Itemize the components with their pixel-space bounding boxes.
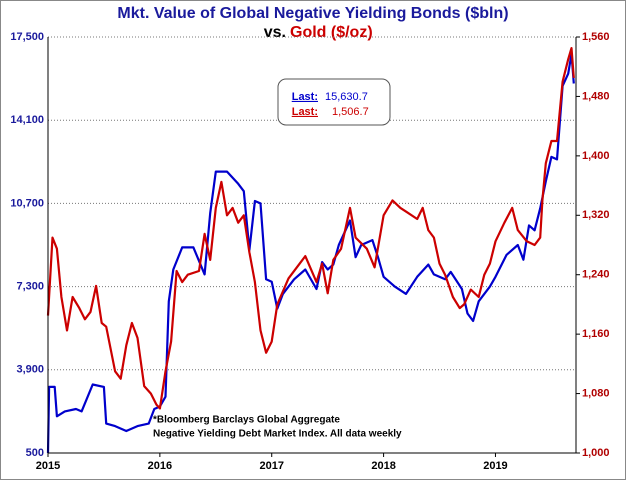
y2-tick-label: 1,160 [582, 328, 610, 340]
series-line [46, 47, 575, 410]
x-tick-label: 2015 [36, 460, 60, 472]
y2-tick-label: 1,240 [582, 269, 610, 281]
subtitle-lead: vs. [264, 24, 286, 41]
last-label: Last: [292, 106, 318, 118]
last-box [277, 78, 391, 126]
y2-tick-label: 1,080 [582, 387, 610, 399]
chart-title: Mkt. Value of Global Negative Yielding B… [117, 5, 508, 22]
x-tick-label: 2018 [371, 460, 395, 472]
x-tick-label: 2017 [259, 460, 283, 472]
y2-tick-label: 1,320 [582, 209, 610, 221]
y2-tick-label: 1,400 [582, 150, 610, 162]
y2-tick-label: 1,000 [582, 447, 610, 459]
y-tick-label: 500 [26, 447, 44, 459]
y-tick-label: 7,300 [16, 281, 44, 293]
series-line [46, 53, 575, 454]
last-label: Last: [292, 91, 318, 103]
y-tick-label: 3,900 [16, 364, 44, 376]
subtitle: Gold ($/oz) [290, 24, 373, 41]
y-tick-label: 10,700 [10, 197, 44, 209]
y-tick-label: 14,100 [10, 114, 44, 126]
last-value: 1,506.7 [332, 106, 369, 118]
footnote: Negative Yielding Debt Market Index. All… [153, 429, 402, 440]
footnote: *Bloomberg Barclays Global Aggregate [153, 415, 340, 426]
y2-tick-label: 1,560 [582, 31, 610, 43]
last-value: 15,630.7 [325, 91, 368, 103]
y2-tick-label: 1,480 [582, 90, 610, 102]
y-tick-label: 17,500 [10, 31, 44, 43]
x-tick-label: 2019 [483, 460, 507, 472]
x-tick-label: 2016 [148, 460, 172, 472]
